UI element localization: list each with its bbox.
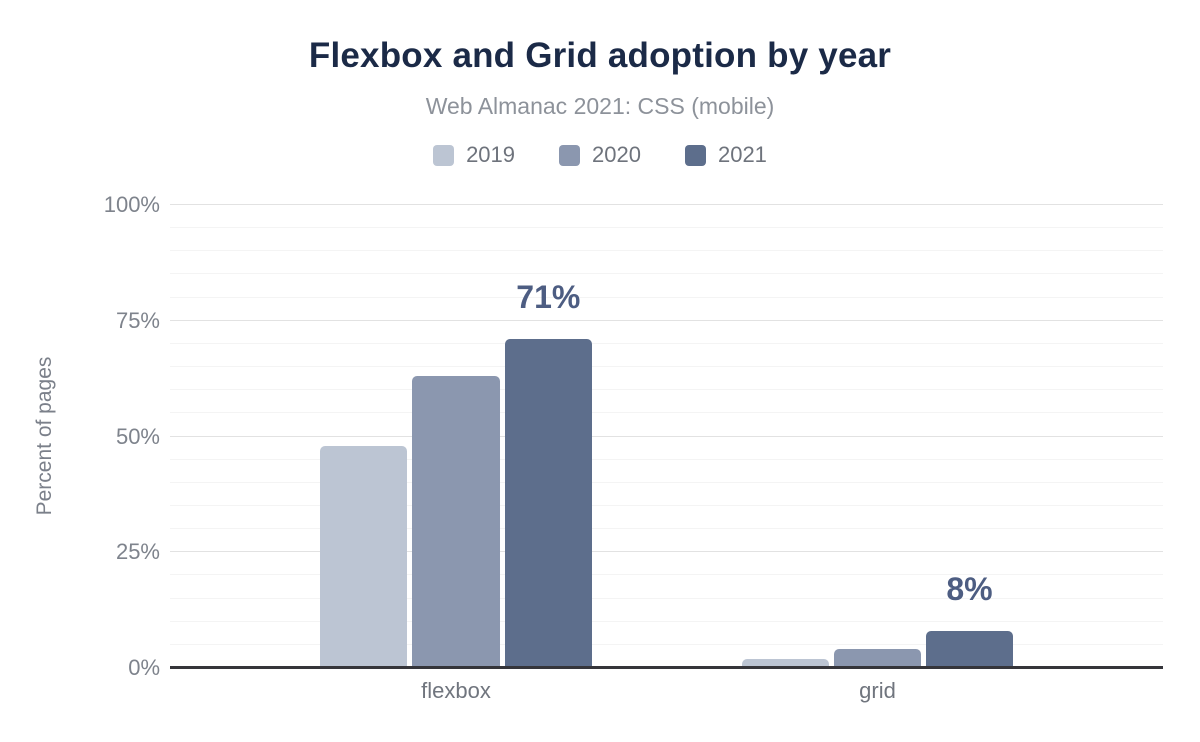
gridline-minor xyxy=(170,574,1163,576)
bar-flexbox-2019 xyxy=(320,445,408,668)
gridline-minor xyxy=(170,273,1163,275)
gridline-minor xyxy=(170,389,1163,391)
gridline-minor xyxy=(170,227,1163,229)
bar-flexbox-2021 xyxy=(504,339,592,668)
gridline-minor xyxy=(170,643,1163,645)
bar-grid-2019 xyxy=(741,658,829,668)
legend: 2019 2020 2021 xyxy=(0,142,1200,168)
legend-swatch-2021 xyxy=(684,144,706,166)
bar-cell-grid-2019 xyxy=(741,205,829,668)
x-category-label: flexbox xyxy=(421,678,491,703)
legend-label: 2021 xyxy=(717,142,767,167)
gridline-minor xyxy=(170,296,1163,298)
bar-cell-grid-2020 xyxy=(833,205,921,668)
gridline-minor xyxy=(170,366,1163,368)
legend-item-2019: 2019 xyxy=(433,142,515,168)
gridline-major xyxy=(170,435,1163,437)
bar-value-label: 71% xyxy=(516,279,581,316)
plot-area: 71% 8% xyxy=(170,204,1163,669)
legend-item-2020: 2020 xyxy=(559,142,641,168)
y-tick-label: 25% xyxy=(115,539,160,565)
y-tick-label: 50% xyxy=(115,423,160,449)
x-axis-labels: flexbox grid xyxy=(170,678,1163,706)
y-axis-ticks: 0% 25% 50% 75% 100% xyxy=(0,192,160,680)
gridline-major xyxy=(170,204,1163,205)
gridline-major xyxy=(170,319,1163,321)
legend-label: 2020 xyxy=(592,142,641,167)
gridline-minor xyxy=(170,481,1163,483)
x-category-label: grid xyxy=(859,678,896,703)
x-axis-line xyxy=(170,666,1163,669)
legend-swatch-2020 xyxy=(559,144,581,166)
gridline-minor xyxy=(170,528,1163,530)
legend-swatch-2019 xyxy=(433,144,455,166)
chart-title: Flexbox and Grid adoption by year xyxy=(308,36,892,75)
gridline-minor xyxy=(170,250,1163,252)
chart-subtitle: Web Almanac 2021: CSS (mobile) xyxy=(425,93,775,119)
bar-group-flexbox: 71% xyxy=(320,205,592,668)
gridline-minor xyxy=(170,412,1163,414)
gridline-major xyxy=(170,551,1163,553)
bar-grid-2020 xyxy=(833,649,921,668)
y-tick-label: 0% xyxy=(128,655,160,680)
gridline-minor xyxy=(170,597,1163,599)
bar-flexbox-2020 xyxy=(412,376,500,668)
y-tick-label: 75% xyxy=(115,307,160,333)
gridline-minor xyxy=(170,458,1163,460)
bar-cell-flexbox-2020 xyxy=(412,205,500,668)
bar-group-grid: 8% xyxy=(741,205,1013,668)
legend-label: 2019 xyxy=(466,142,516,167)
y-tick-label: 100% xyxy=(103,192,160,217)
gridline-minor xyxy=(170,620,1163,622)
legend-item-2021: 2021 xyxy=(684,142,767,168)
bar-cell-grid-2021: 8% xyxy=(925,205,1013,668)
gridline-minor xyxy=(170,342,1163,344)
bar-value-label: 8% xyxy=(946,570,993,607)
bar-cell-flexbox-2021: 71% xyxy=(504,205,592,668)
bar-grid-2021 xyxy=(925,630,1013,668)
bar-cell-flexbox-2019 xyxy=(320,205,408,668)
gridline-minor xyxy=(170,504,1163,506)
